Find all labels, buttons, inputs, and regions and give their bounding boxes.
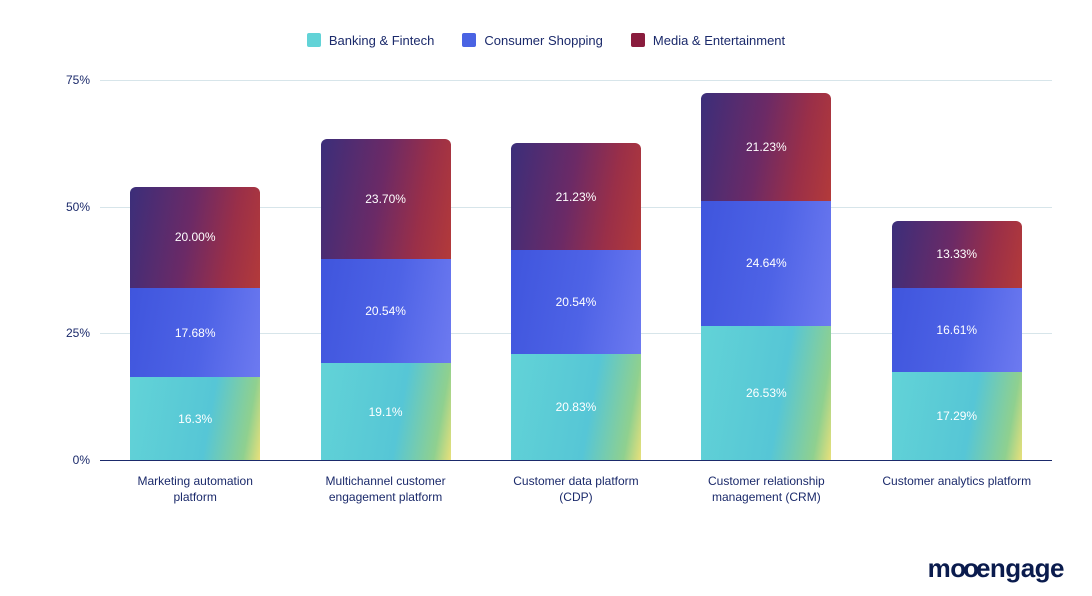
legend-label: Consumer Shopping xyxy=(484,33,603,48)
bar-seg-media: 20.00% xyxy=(130,187,260,288)
moengage-logo: mooengage xyxy=(928,553,1064,584)
y-axis: 75% 50% 25% 0% xyxy=(40,80,100,460)
bar-seg-shopping: 24.64% xyxy=(701,201,831,326)
bar-seg-media: 21.23% xyxy=(511,143,641,251)
y-tick: 25% xyxy=(66,326,90,340)
bar-seg-banking: 26.53% xyxy=(701,326,831,460)
bar-seg-media: 13.33% xyxy=(892,221,1022,289)
legend-label: Banking & Fintech xyxy=(329,33,435,48)
y-tick: 0% xyxy=(73,453,90,467)
x-label: Multichannel customer engagement platfor… xyxy=(306,474,466,505)
bar-column: 16.3% 17.68% 20.00% xyxy=(130,187,260,460)
bar-seg-shopping: 17.68% xyxy=(130,288,260,378)
legend-item-media: Media & Entertainment xyxy=(631,33,785,48)
bar-column: 17.29% 16.61% 13.33% xyxy=(892,221,1022,460)
legend-item-shopping: Consumer Shopping xyxy=(462,33,603,48)
bar-column: 26.53% 24.64% 21.23% xyxy=(701,93,831,460)
bar-seg-shopping: 16.61% xyxy=(892,288,1022,372)
plot-area: 75% 50% 25% 0% 16.3% 17.68% 20.00% 19.1%… xyxy=(40,80,1052,460)
bar-seg-media: 21.23% xyxy=(701,93,831,201)
legend-swatch-shopping xyxy=(462,33,476,47)
bar-seg-shopping: 20.54% xyxy=(511,250,641,354)
logo-text-oo: oo xyxy=(950,553,976,583)
logo-text: engage xyxy=(976,553,1064,583)
y-tick: 75% xyxy=(66,73,90,87)
legend: Banking & Fintech Consumer Shopping Medi… xyxy=(40,20,1052,60)
legend-swatch-banking xyxy=(307,33,321,47)
y-tick: 50% xyxy=(66,200,90,214)
legend-item-banking: Banking & Fintech xyxy=(307,33,435,48)
x-label: Customer relationship management (CRM) xyxy=(686,474,846,505)
bar-seg-shopping: 20.54% xyxy=(321,259,451,363)
bars-area: 16.3% 17.68% 20.00% 19.1% 20.54% 23.70% … xyxy=(100,80,1052,460)
bar-column: 20.83% 20.54% 21.23% xyxy=(511,143,641,460)
x-label: Marketing automation platform xyxy=(115,474,275,505)
logo-text: m xyxy=(928,553,951,583)
bar-column: 19.1% 20.54% 23.70% xyxy=(321,139,451,460)
bar-seg-media: 23.70% xyxy=(321,139,451,259)
bar-seg-banking: 16.3% xyxy=(130,377,260,460)
x-label: Customer data platform (CDP) xyxy=(496,474,656,505)
bar-seg-banking: 19.1% xyxy=(321,363,451,460)
bar-seg-banking: 20.83% xyxy=(511,354,641,460)
x-label: Customer analytics platform xyxy=(877,474,1037,505)
legend-label: Media & Entertainment xyxy=(653,33,785,48)
bar-seg-banking: 17.29% xyxy=(892,372,1022,460)
x-axis: Marketing automation platform Multichann… xyxy=(100,460,1052,505)
stacked-bar-chart: Banking & Fintech Consumer Shopping Medi… xyxy=(40,20,1052,550)
legend-swatch-media xyxy=(631,33,645,47)
